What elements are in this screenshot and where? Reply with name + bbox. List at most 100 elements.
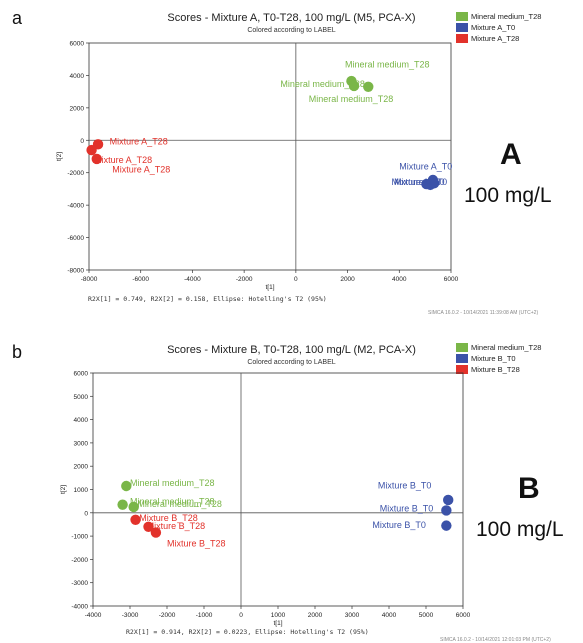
x-tick-label: -6000: [132, 276, 149, 283]
y-tick-label: 4000: [70, 73, 85, 80]
y-axis-label: t[2]: [56, 152, 63, 161]
legend-label: Mixture B_T0: [471, 354, 516, 363]
point-label: Mixture B_T0: [372, 520, 426, 530]
y-tick-label: -2000: [71, 557, 88, 564]
legend-label: Mixture B_T28: [471, 365, 520, 374]
chart-footer: R2X[1] = 0.914, R2X[2] = 0.0223, Ellipse…: [126, 628, 369, 636]
y-tick-label: 2000: [70, 105, 85, 112]
y-tick-label: -3000: [71, 580, 88, 587]
x-tick-label: 0: [294, 276, 298, 283]
y-tick-label: 0: [84, 510, 88, 517]
legend-item: Mixture B_T28: [456, 364, 541, 375]
legend-swatch: [456, 12, 468, 21]
y-tick-label: -2000: [67, 170, 84, 177]
legend-label: Mixture A_T28: [471, 34, 520, 43]
y-tick-label: -8000: [67, 268, 84, 275]
data-point: [91, 153, 102, 165]
y-tick-label: 4000: [74, 417, 89, 424]
data-point: [150, 527, 162, 538]
x-tick-label: -8000: [81, 276, 98, 283]
x-tick-label: 4000: [382, 612, 397, 619]
legend-label: Mixture A_T0: [471, 23, 516, 32]
x-axis-label: t[1]: [265, 284, 274, 291]
legend-item: Mixture A_T0: [456, 22, 541, 33]
y-tick-label: 3000: [74, 440, 89, 447]
point-label: Mixture B_T0: [380, 504, 434, 514]
data-point: [441, 520, 452, 531]
data-point: [363, 81, 374, 92]
y-tick-label: -6000: [67, 235, 84, 242]
x-tick-label: 2000: [340, 276, 355, 283]
point-label: Mixture A_T28: [94, 155, 152, 165]
point-label: Mineral medium_T28: [280, 79, 365, 89]
panel-a: a Scores - Mixture A, T0-T28, 100 mg/L (…: [0, 0, 583, 320]
legend-swatch: [456, 34, 468, 43]
chart-subtitle: Colored according to LABEL: [247, 27, 336, 34]
y-tick-label: 1000: [74, 487, 89, 494]
x-tick-label: 4000: [392, 276, 407, 283]
data-point: [143, 521, 154, 532]
big-letter: A: [500, 138, 522, 171]
legend-swatch: [456, 354, 468, 363]
x-tick-label: 6000: [456, 612, 471, 619]
y-tick-label: 6000: [70, 41, 85, 48]
point-label: Mixture A_T28: [110, 136, 168, 146]
legend: Mineral medium_T28 Mixture A_T0 Mixture …: [456, 11, 541, 44]
y-tick-label: 5000: [74, 394, 89, 401]
legend-swatch: [456, 343, 468, 352]
concentration-label: 100 mg/L: [476, 518, 564, 541]
chart-title: Scores - Mixture B, T0-T28, 100 mg/L (M2…: [167, 344, 416, 356]
y-tick-label: -4000: [67, 203, 84, 210]
panel-letter: a: [12, 8, 23, 28]
x-tick-label: 5000: [419, 612, 434, 619]
software-stamp: SIMCA 16.0.2 - 10/14/2021 12:01:03 PM (U…: [440, 637, 551, 643]
legend-item: Mineral medium_T28: [456, 342, 541, 353]
y-tick-label: -4000: [71, 604, 88, 611]
point-label: Mixture A_T0: [394, 177, 447, 187]
chart-title: Scores - Mixture A, T0-T28, 100 mg/L (M5…: [167, 12, 416, 24]
data-point: [428, 178, 440, 189]
point-label: Mineral medium_T28: [130, 478, 215, 488]
legend-item: Mineral medium_T28: [456, 11, 541, 22]
legend-item: Mixture B_T0: [456, 353, 541, 364]
scores-plot-b: -4000 -3000 -2000 -1000 0 1000 2000 3000 4000 500…: [60, 371, 471, 628]
plot-area: [88, 42, 452, 271]
x-tick-label: -2000: [159, 612, 176, 619]
data-point: [121, 480, 132, 492]
data-point: [441, 505, 452, 516]
chart-footer: R2X[1] = 0.749, R2X[2] = 0.158, Ellipse:…: [88, 295, 327, 303]
point-label: Mineral medium_T28: [130, 497, 215, 507]
legend-label: Mineral medium_T28: [471, 343, 542, 352]
x-axis-label: t[1]: [273, 620, 282, 627]
y-tick-label: 0: [80, 138, 84, 145]
point-label: Mineral medium_T28: [137, 499, 222, 509]
legend-label: Mineral medium_T28: [471, 12, 542, 21]
x-tick-label: 6000: [444, 276, 459, 283]
big-letter: B: [518, 472, 540, 505]
x-tick-label: -4000: [85, 612, 102, 619]
legend-swatch: [456, 23, 468, 32]
legend-swatch: [456, 365, 468, 374]
legend-item: Mixture A_T28: [456, 33, 541, 44]
point-label: Mineral medium_T28: [345, 59, 430, 69]
x-tick-label: -2000: [236, 276, 253, 283]
point-label: Mixture A_T28: [112, 165, 170, 175]
software-stamp: SIMCA 16.0.2 - 10/14/2021 11:39:08 AM (U…: [428, 310, 539, 316]
data-point: [117, 499, 128, 510]
x-tick-label: -4000: [184, 276, 201, 283]
x-tick-label: 1000: [271, 612, 286, 619]
x-tick-label: -3000: [122, 612, 139, 619]
x-tick-label: 2000: [308, 612, 323, 619]
x-tick-label: 3000: [345, 612, 360, 619]
concentration-label: 100 mg/L: [464, 184, 552, 207]
y-tick-label: -1000: [71, 534, 88, 541]
y-tick-label: 2000: [74, 464, 89, 471]
y-axis-label: t[2]: [60, 485, 67, 494]
point-label: Mixture B_T28: [139, 513, 198, 523]
x-tick-label: 0: [239, 612, 243, 619]
point-label: Mixture B_T0: [378, 480, 432, 490]
data-point: [86, 144, 97, 156]
point-label: Mixture B_T28: [147, 521, 206, 531]
x-tick-label: -1000: [196, 612, 213, 619]
data-point: [128, 501, 139, 513]
